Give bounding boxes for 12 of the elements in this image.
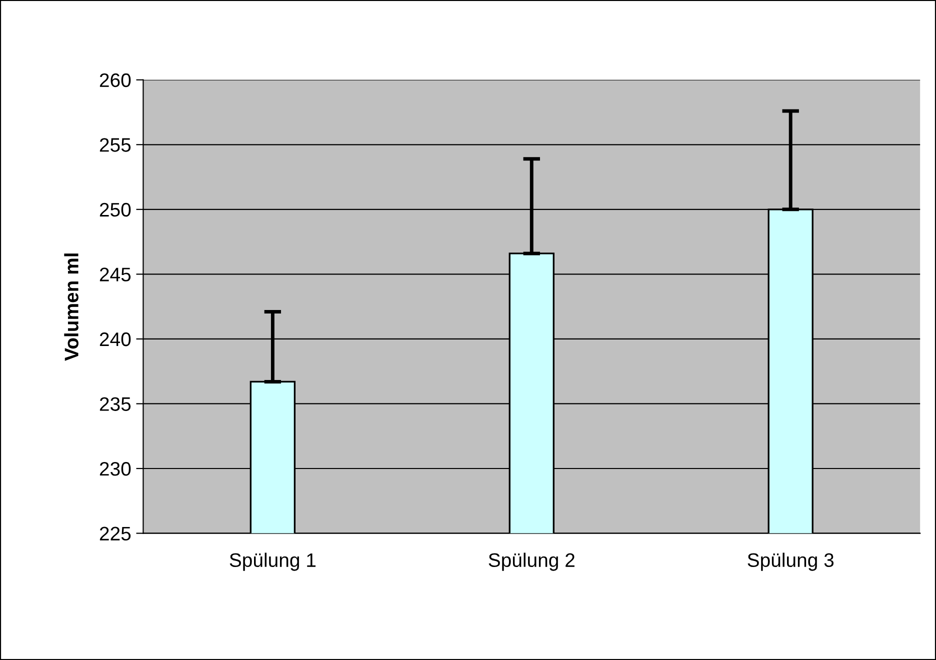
x-tick-label: Spülung 2 (488, 552, 574, 571)
y-axis-title: Volumen ml (64, 254, 78, 361)
y-tick-label: 255 (100, 138, 131, 152)
y-tick-label: 245 (100, 268, 131, 282)
y-tick-label: 250 (100, 202, 131, 217)
y-tick-label: 230 (100, 462, 131, 476)
y-tick-label: 235 (100, 397, 131, 411)
y-tick-label: 260 (100, 73, 131, 88)
y-tick-label: 240 (100, 332, 131, 346)
y-tick-label: 225 (100, 526, 131, 541)
x-tick-label: Spülung 3 (748, 552, 834, 571)
x-tick-label: Spülung 1 (230, 552, 316, 571)
